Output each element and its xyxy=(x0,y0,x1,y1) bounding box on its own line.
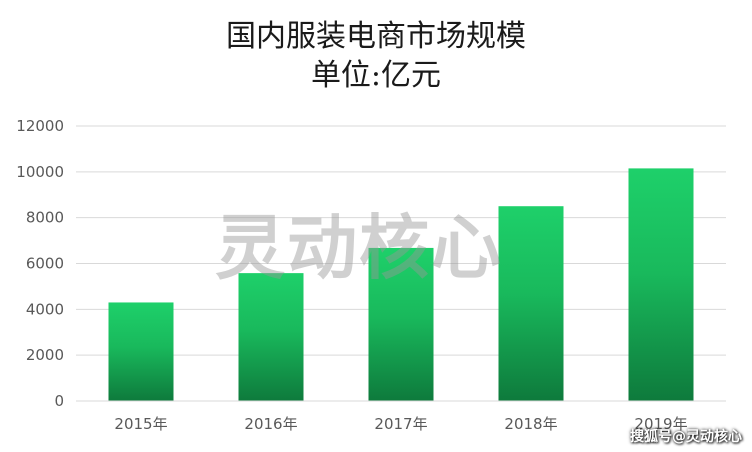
source-credit: 搜狐号@灵动核心 xyxy=(630,429,742,445)
x-tick-label: 2018年 xyxy=(504,415,557,433)
bar-4 xyxy=(628,168,694,401)
x-tick-label: 2015年 xyxy=(114,415,167,433)
y-tick-label: 2000 xyxy=(26,346,64,364)
x-tick-label: 2017年 xyxy=(374,415,427,433)
bars xyxy=(108,168,694,401)
bar-3 xyxy=(498,206,564,401)
x-tick-label: 2016年 xyxy=(244,415,297,433)
chart-subtitle: 单位:亿元 xyxy=(310,58,442,93)
y-tick-label: 12000 xyxy=(16,117,64,135)
bar-0 xyxy=(108,302,174,401)
y-tick-label: 4000 xyxy=(26,300,64,318)
y-tick-label: 0 xyxy=(54,392,64,410)
bar-1 xyxy=(238,273,304,401)
y-tick-label: 6000 xyxy=(26,255,64,273)
y-tick-label: 10000 xyxy=(16,163,64,181)
watermark-text: 灵动核心 xyxy=(215,207,503,289)
x-tick-label: 2019年 xyxy=(634,415,687,433)
bar-2 xyxy=(368,247,434,401)
y-axis-ticks: 0 2000 4000 6000 8000 10000 12000 xyxy=(16,117,64,410)
x-axis-ticks: 2015年 2016年 2017年 2018年 2019年 xyxy=(114,415,687,433)
chart-title: 国内服装电商市场规模 xyxy=(226,19,526,54)
y-tick-label: 8000 xyxy=(26,209,64,227)
